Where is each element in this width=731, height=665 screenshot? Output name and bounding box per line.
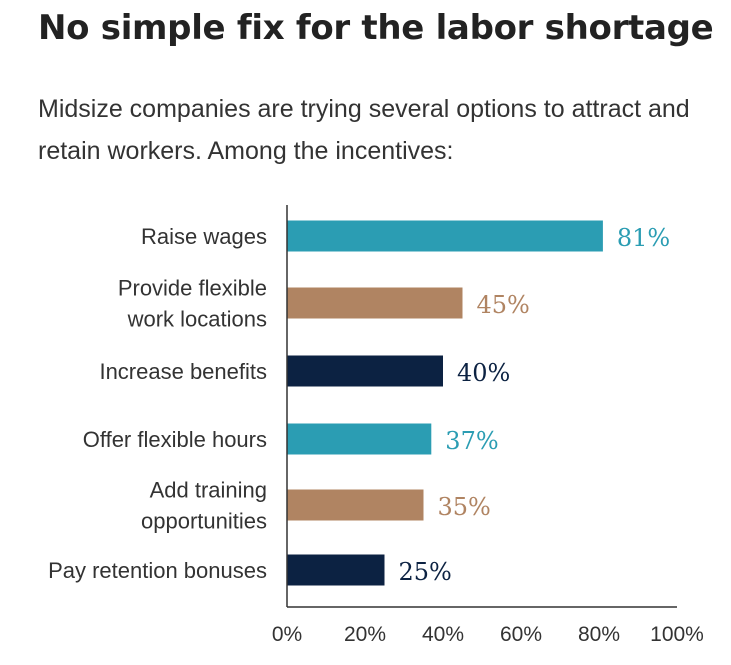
bar-1 bbox=[287, 220, 603, 252]
value-label-6: 25% bbox=[399, 558, 452, 586]
category-labels-group: Raise wages Provide flexible work location… bbox=[48, 224, 267, 583]
bars-group bbox=[287, 220, 603, 586]
chart-title: No simple fix for the labor shortage bbox=[38, 8, 714, 48]
bar-5 bbox=[287, 489, 424, 521]
bar-2 bbox=[287, 287, 463, 319]
bar-4 bbox=[287, 423, 432, 455]
chart-subtitle: Midsize companies are trying several opt… bbox=[38, 95, 690, 165]
x-tick-label-60: 60% bbox=[500, 623, 542, 646]
value-labels-group: 81% 45% 40% 37% 35% 25% bbox=[399, 224, 671, 586]
value-label-3: 40% bbox=[457, 359, 510, 387]
x-tick-label-40: 40% bbox=[422, 623, 464, 646]
bar-3 bbox=[287, 355, 443, 387]
category-label-6: Pay retention bonuses bbox=[48, 558, 267, 583]
x-tick-label-20: 20% bbox=[344, 623, 386, 646]
value-label-2: 45% bbox=[477, 291, 530, 319]
x-tick-label-0: 0% bbox=[272, 623, 302, 646]
category-label-5: Add training opportunities bbox=[141, 478, 267, 534]
category-label-4: Offer flexible hours bbox=[83, 427, 267, 452]
x-tick-labels-group: 0% 20% 40% 60% 80% 100% bbox=[272, 623, 704, 646]
category-label-2: Provide flexible work locations bbox=[118, 276, 267, 332]
bar-6 bbox=[287, 554, 385, 586]
value-label-5: 35% bbox=[438, 493, 491, 521]
category-label-3: Increase benefits bbox=[99, 359, 267, 384]
value-label-4: 37% bbox=[445, 427, 498, 455]
category-label-1: Raise wages bbox=[141, 224, 267, 249]
x-tick-label-80: 80% bbox=[578, 623, 620, 646]
value-label-1: 81% bbox=[617, 224, 670, 252]
x-tick-label-100: 100% bbox=[650, 623, 704, 646]
